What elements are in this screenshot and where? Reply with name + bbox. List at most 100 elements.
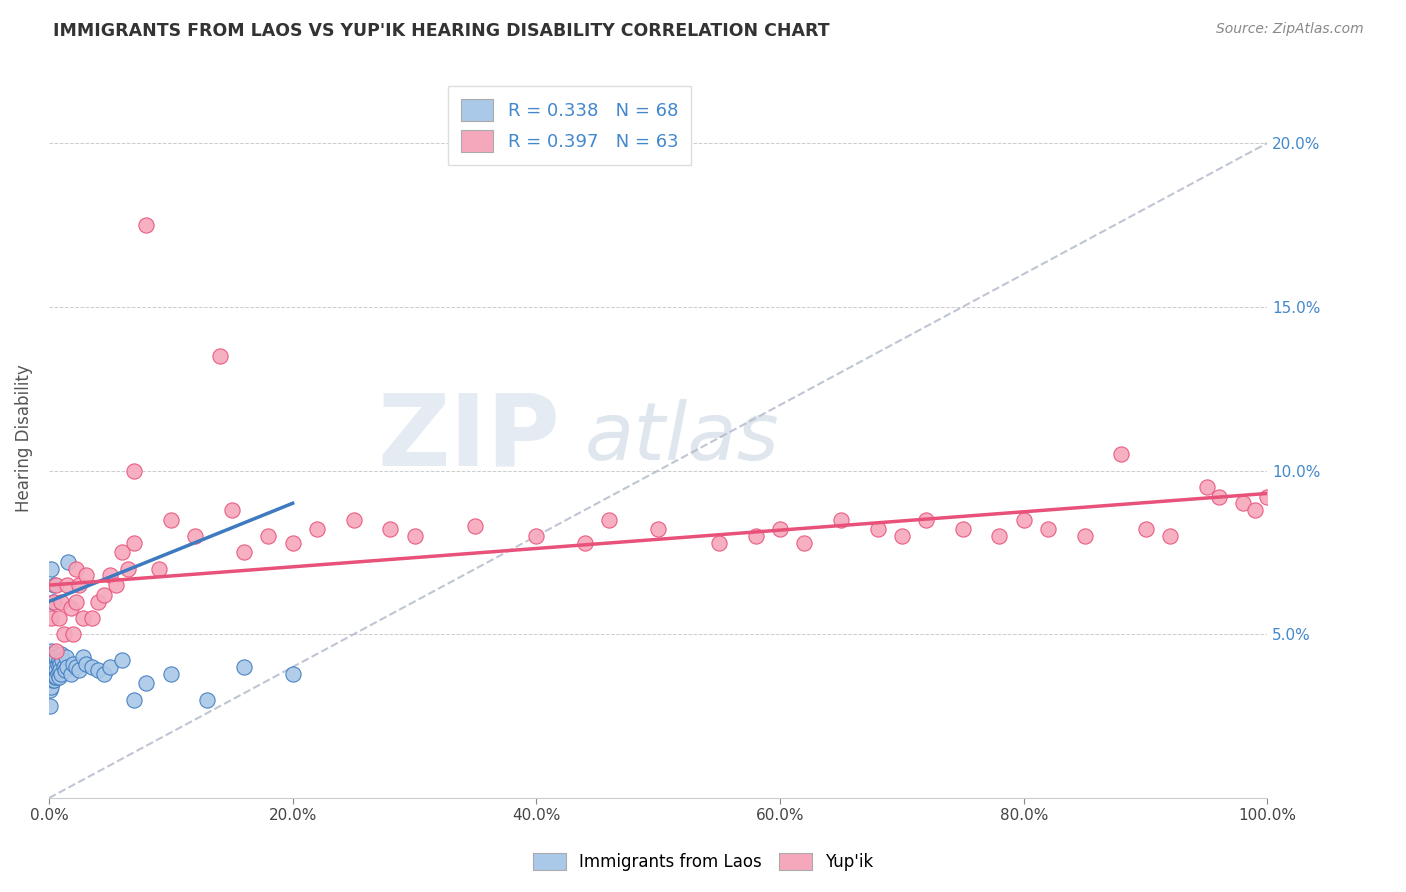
Point bbox=[42, 650, 65, 665]
Point bbox=[44, 653, 66, 667]
Point bbox=[184, 529, 207, 543]
Point bbox=[42, 594, 65, 608]
Point bbox=[1256, 490, 1278, 504]
Point bbox=[46, 666, 69, 681]
Point bbox=[769, 523, 792, 537]
Point bbox=[988, 529, 1011, 543]
Point bbox=[41, 653, 63, 667]
Point bbox=[1195, 480, 1218, 494]
Point bbox=[67, 578, 90, 592]
Point bbox=[80, 660, 103, 674]
Point bbox=[39, 673, 62, 687]
Point bbox=[62, 627, 84, 641]
Point bbox=[58, 555, 80, 569]
Point bbox=[39, 699, 62, 714]
Point bbox=[98, 660, 121, 674]
Point bbox=[890, 529, 912, 543]
Point bbox=[952, 523, 974, 537]
Point bbox=[49, 594, 72, 608]
Point bbox=[39, 666, 62, 681]
Point bbox=[41, 680, 63, 694]
Point bbox=[707, 535, 730, 549]
Point bbox=[49, 647, 72, 661]
Point bbox=[48, 653, 70, 667]
Point bbox=[41, 594, 63, 608]
Point bbox=[159, 666, 181, 681]
Point bbox=[647, 523, 669, 537]
Point bbox=[45, 650, 67, 665]
Point bbox=[159, 513, 181, 527]
Point bbox=[1036, 523, 1059, 537]
Point bbox=[1159, 529, 1181, 543]
Point bbox=[46, 657, 69, 671]
Point bbox=[49, 657, 72, 671]
Point bbox=[1244, 503, 1267, 517]
Point bbox=[39, 653, 62, 667]
Point bbox=[1208, 490, 1230, 504]
Point bbox=[51, 653, 73, 667]
Point bbox=[65, 562, 87, 576]
Point bbox=[52, 660, 75, 674]
Point bbox=[56, 578, 79, 592]
Point bbox=[48, 670, 70, 684]
Point bbox=[44, 660, 66, 674]
Point bbox=[41, 657, 63, 671]
Point bbox=[830, 513, 852, 527]
Point bbox=[574, 535, 596, 549]
Point bbox=[93, 588, 115, 602]
Point bbox=[122, 535, 145, 549]
Point bbox=[1109, 447, 1132, 461]
Point bbox=[75, 568, 97, 582]
Point bbox=[111, 653, 134, 667]
Point bbox=[72, 611, 94, 625]
Point bbox=[39, 657, 62, 671]
Point bbox=[53, 663, 76, 677]
Point bbox=[232, 660, 254, 674]
Point bbox=[148, 562, 170, 576]
Text: Source: ZipAtlas.com: Source: ZipAtlas.com bbox=[1216, 22, 1364, 37]
Point bbox=[86, 663, 108, 677]
Point bbox=[48, 611, 70, 625]
Point bbox=[65, 594, 87, 608]
Point bbox=[232, 545, 254, 559]
Point bbox=[915, 513, 938, 527]
Point bbox=[866, 523, 889, 537]
Point bbox=[39, 660, 62, 674]
Point bbox=[111, 545, 134, 559]
Point bbox=[86, 594, 108, 608]
Legend: R = 0.338   N = 68, R = 0.397   N = 63: R = 0.338 N = 68, R = 0.397 N = 63 bbox=[449, 87, 690, 165]
Point bbox=[1012, 513, 1035, 527]
Point bbox=[342, 513, 364, 527]
Point bbox=[117, 562, 139, 576]
Point bbox=[41, 643, 63, 657]
Point bbox=[41, 650, 63, 665]
Point bbox=[98, 568, 121, 582]
Point bbox=[39, 683, 62, 698]
Text: IMMIGRANTS FROM LAOS VS YUP'IK HEARING DISABILITY CORRELATION CHART: IMMIGRANTS FROM LAOS VS YUP'IK HEARING D… bbox=[53, 22, 830, 40]
Point bbox=[62, 657, 84, 671]
Point bbox=[45, 578, 67, 592]
Point bbox=[41, 562, 63, 576]
Point bbox=[42, 663, 65, 677]
Point bbox=[41, 663, 63, 677]
Point bbox=[195, 693, 218, 707]
Point bbox=[41, 660, 63, 674]
Point bbox=[44, 670, 66, 684]
Point bbox=[41, 663, 63, 677]
Point bbox=[59, 666, 82, 681]
Point bbox=[39, 676, 62, 690]
Point bbox=[135, 218, 157, 232]
Point bbox=[39, 670, 62, 684]
Point bbox=[93, 666, 115, 681]
Point bbox=[281, 535, 304, 549]
Point bbox=[135, 676, 157, 690]
Point bbox=[524, 529, 547, 543]
Point bbox=[45, 643, 67, 657]
Point bbox=[45, 663, 67, 677]
Point bbox=[41, 670, 63, 684]
Text: atlas: atlas bbox=[585, 399, 780, 476]
Point bbox=[122, 463, 145, 477]
Point bbox=[793, 535, 815, 549]
Point bbox=[42, 673, 65, 687]
Point bbox=[72, 650, 94, 665]
